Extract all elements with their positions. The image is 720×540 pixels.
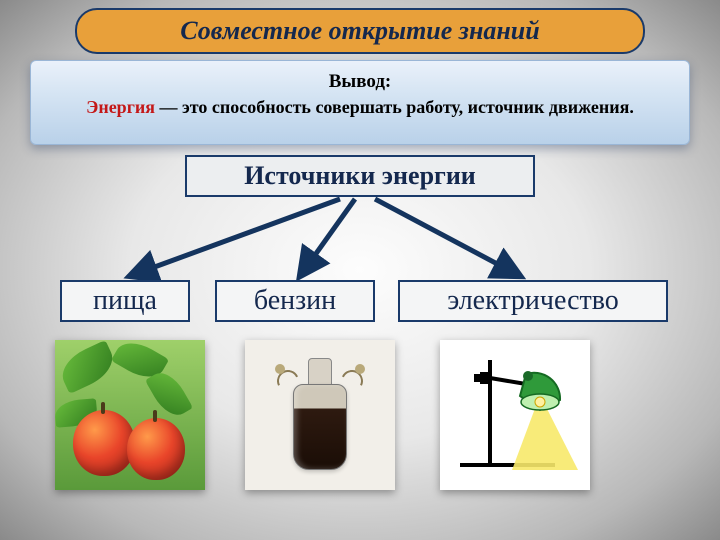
- conclusion-text: Энергия — это способность совершать рабо…: [47, 97, 673, 118]
- branch-electricity-label: электричество: [447, 285, 619, 317]
- oil-flask-icon: [245, 340, 395, 490]
- conclusion-heading: Вывод:: [47, 71, 673, 93]
- branch-fuel-label: бензин: [254, 285, 336, 317]
- desk-lamp-icon: [440, 340, 590, 490]
- center-node: Источники энергии: [185, 155, 535, 197]
- slide-title-banner: Совместное открытие знаний: [75, 8, 645, 54]
- slide-title: Совместное открытие знаний: [180, 16, 539, 46]
- branch-food-label: пища: [93, 285, 157, 317]
- conclusion-keyword: Энергия: [86, 97, 155, 117]
- branch-electricity: электричество: [398, 280, 668, 322]
- branch-fuel: бензин: [215, 280, 375, 322]
- conclusion-box: Вывод: Энергия — это способность соверша…: [30, 60, 690, 145]
- apples-icon: [55, 340, 205, 490]
- center-label: Источники энергии: [244, 161, 476, 191]
- branch-food: пища: [60, 280, 190, 322]
- conclusion-rest: — это способность совершать работу, исто…: [155, 97, 634, 117]
